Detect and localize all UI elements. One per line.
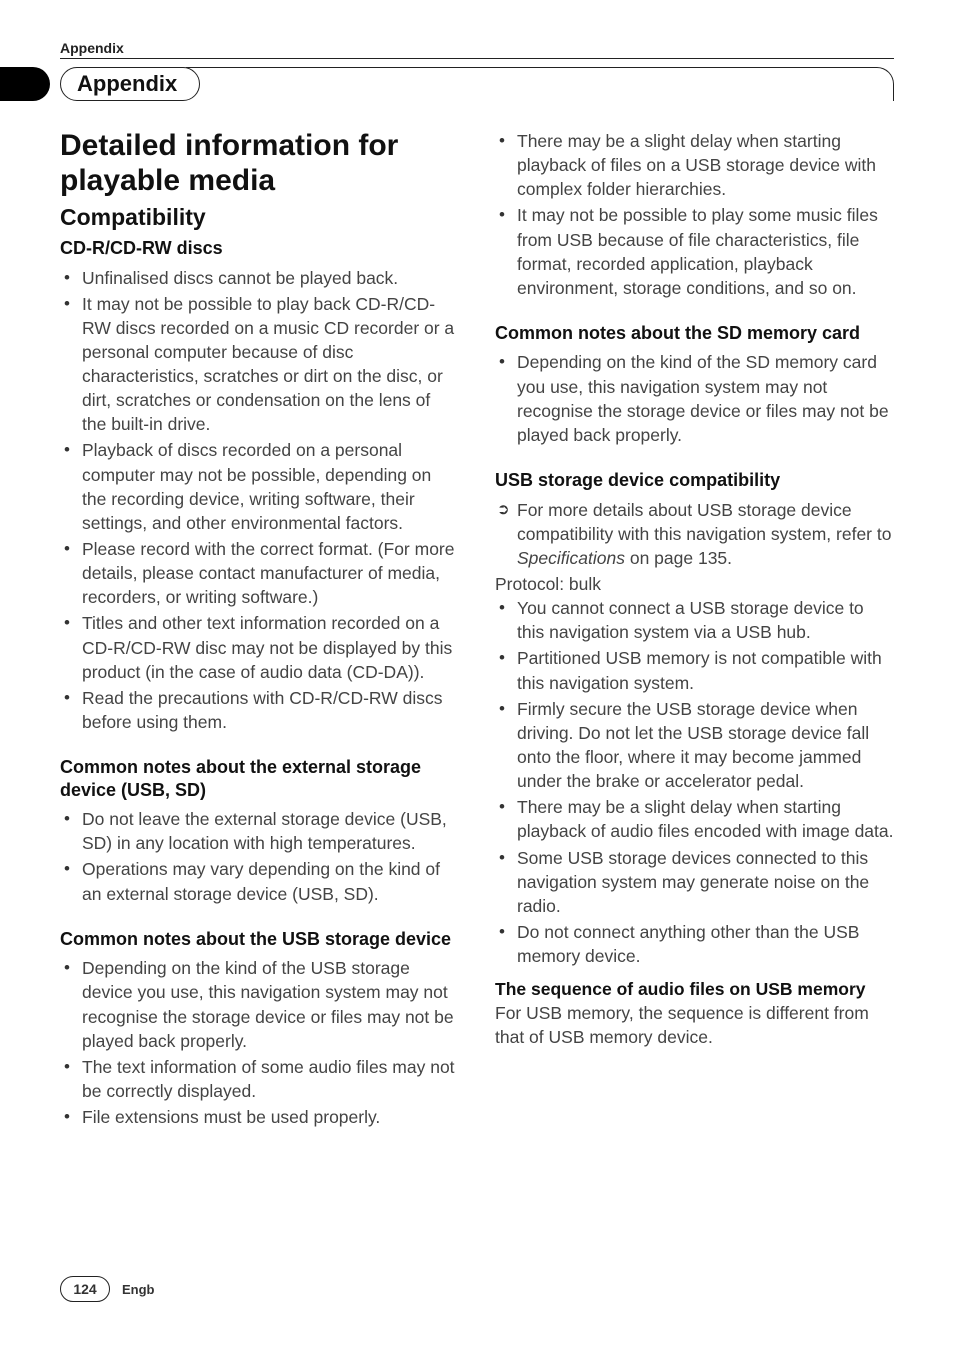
list-item: Unfinalised discs cannot be played back.	[60, 266, 459, 290]
black-tab	[0, 67, 50, 101]
list-external-storage: Do not leave the external storage device…	[60, 807, 459, 906]
ref-suffix: on page 135.	[625, 548, 732, 568]
main-heading: Detailed information for playable media	[60, 129, 459, 198]
page-number-oval: 124	[60, 1276, 110, 1302]
sequence-para: For USB memory, the sequence is differen…	[495, 1001, 894, 1049]
list-usb-compat-ref: For more details about USB storage devic…	[495, 498, 894, 570]
list-item: Please record with the correct format. (…	[60, 537, 459, 609]
content-columns: Detailed information for playable media …	[60, 129, 894, 1131]
subheading-compatibility: Compatibility	[60, 204, 459, 231]
list-item: Some USB storage devices connected to th…	[495, 846, 894, 918]
list-item: There may be a slight delay when startin…	[495, 129, 894, 201]
list-item: The text information of some audio files…	[60, 1055, 459, 1103]
list-item: There may be a slight delay when startin…	[495, 795, 894, 843]
list-usb-continued: There may be a slight delay when startin…	[495, 129, 894, 300]
list-item: Depending on the kind of the SD memory c…	[495, 350, 894, 447]
protocol-line: Protocol: bulk	[495, 572, 894, 596]
list-item: Playback of discs recorded on a personal…	[60, 438, 459, 535]
heading-external-storage: Common notes about the external storage …	[60, 756, 459, 801]
list-item: You cannot connect a USB storage device …	[495, 596, 894, 644]
page: Appendix Appendix Detailed information f…	[0, 0, 954, 1352]
ref-prefix: For more details about USB storage devic…	[517, 500, 891, 544]
section-bar: Appendix	[60, 67, 894, 101]
left-column: Detailed information for playable media …	[60, 129, 459, 1131]
list-item: It may not be possible to play back CD-R…	[60, 292, 459, 437]
footer: 124 Engb	[60, 1276, 155, 1302]
heading-cdr: CD-R/CD-RW discs	[60, 237, 459, 260]
list-item: Do not leave the external storage device…	[60, 807, 459, 855]
list-usb-compat: You cannot connect a USB storage device …	[495, 596, 894, 968]
right-column: There may be a slight delay when startin…	[495, 129, 894, 1131]
list-item: File extensions must be used properly.	[60, 1105, 459, 1129]
heading-usb-storage: Common notes about the USB storage devic…	[60, 928, 459, 951]
heading-usb-compat: USB storage device compatibility	[495, 469, 894, 492]
list-item: Do not connect anything other than the U…	[495, 920, 894, 968]
list-item: It may not be possible to play some musi…	[495, 203, 894, 300]
heading-sd-card: Common notes about the SD memory card	[495, 322, 894, 345]
top-small-header: Appendix	[60, 40, 894, 59]
ref-italic: Specifications	[517, 548, 625, 568]
section-rule	[186, 67, 894, 101]
list-item: Partitioned USB memory is not compatible…	[495, 646, 894, 694]
list-item: Read the precautions with CD-R/CD-RW dis…	[60, 686, 459, 734]
subheading-sequence: The sequence of audio files on USB memor…	[495, 978, 894, 1001]
list-sd-card: Depending on the kind of the SD memory c…	[495, 350, 894, 447]
list-usb-storage: Depending on the kind of the USB storage…	[60, 956, 459, 1129]
language-code: Engb	[122, 1282, 155, 1297]
list-item-reference: For more details about USB storage devic…	[495, 498, 894, 570]
list-cdr: Unfinalised discs cannot be played back.…	[60, 266, 459, 735]
section-pill: Appendix	[60, 67, 200, 101]
list-item: Operations may vary depending on the kin…	[60, 857, 459, 905]
list-item: Firmly secure the USB storage device whe…	[495, 697, 894, 794]
list-item: Depending on the kind of the USB storage…	[60, 956, 459, 1053]
list-item: Titles and other text information record…	[60, 611, 459, 683]
